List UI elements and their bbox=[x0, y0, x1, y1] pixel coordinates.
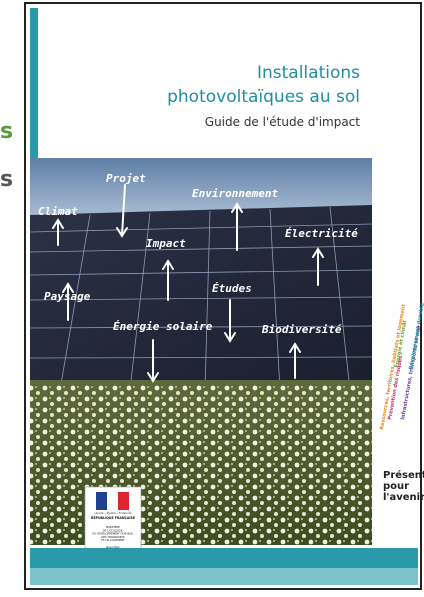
flag-blue bbox=[96, 492, 107, 510]
photo-word: Énergie solaire bbox=[113, 320, 213, 333]
flag-red bbox=[118, 492, 129, 510]
teal-edge bbox=[30, 8, 38, 158]
title: Installations bbox=[257, 63, 360, 83]
side-text: s bbox=[0, 167, 13, 192]
bottom-band-light bbox=[30, 568, 418, 585]
ministry-line: ET DU LOGEMENT bbox=[101, 538, 125, 542]
slogan-line: pour bbox=[383, 481, 409, 492]
country: RÉPUBLIQUE FRANÇAISE bbox=[91, 515, 135, 520]
arrows bbox=[52, 184, 324, 383]
ministry-line: MINISTÈRE bbox=[106, 545, 120, 550]
solar-panels bbox=[30, 205, 372, 390]
motto: Liberté • Égalité • Fraternité bbox=[95, 510, 132, 515]
photo-word: Biodiversité bbox=[261, 323, 342, 336]
bottom-band bbox=[30, 548, 418, 568]
ministry-line: DU DÉVELOPPEMENT DURABLE, bbox=[92, 531, 133, 536]
slogan-line: l'avenir bbox=[383, 492, 424, 503]
ministry-line: DES TRANSPORTS bbox=[101, 535, 125, 539]
side-text: s bbox=[0, 119, 13, 144]
flag-white bbox=[107, 492, 118, 510]
photo-word: Impact bbox=[146, 237, 186, 250]
title: photovoltaïques au sol bbox=[167, 87, 360, 107]
ministry-line: DE L'ÉCOLOGIE, bbox=[103, 527, 124, 532]
photo-word: Projet bbox=[106, 172, 146, 185]
subtitle: Guide de l'étude d'impact bbox=[205, 115, 361, 129]
photo-word: Climat bbox=[38, 205, 78, 218]
photo: Climat Projet Environnement Électricité … bbox=[29, 158, 373, 545]
panel-grid bbox=[29, 206, 373, 391]
ministry-line: MINISTÈRE bbox=[106, 524, 120, 529]
photo-word: Paysage bbox=[44, 290, 91, 303]
photo-word: Environnement bbox=[192, 187, 278, 200]
photo-word: Études bbox=[212, 282, 252, 295]
flowers bbox=[30, 385, 372, 545]
slogan: Présent pour l'avenir bbox=[383, 469, 424, 503]
photo-word: Électricité bbox=[285, 227, 358, 240]
slogan-line: Présent bbox=[383, 469, 424, 481]
